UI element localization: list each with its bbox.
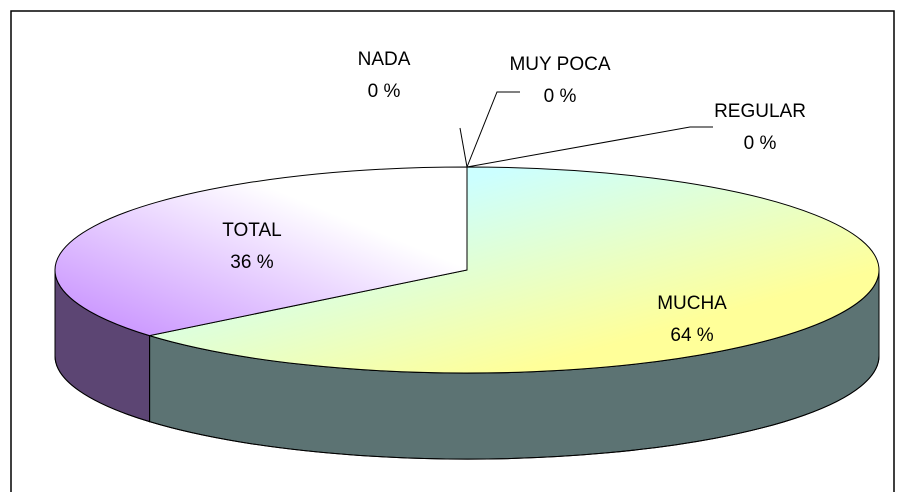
leader-line bbox=[466, 126, 713, 168]
value-label: 64 % bbox=[670, 325, 713, 346]
category-label: MUCHA bbox=[657, 293, 727, 314]
value-label: 0 % bbox=[744, 133, 777, 154]
leader-line bbox=[459, 127, 468, 168]
pie-slice bbox=[54, 166, 468, 337]
value-label: 36 % bbox=[230, 252, 273, 273]
leader-line bbox=[466, 91, 520, 168]
pie-slice bbox=[149, 166, 880, 374]
value-label: 0 % bbox=[368, 81, 401, 102]
category-label: NADA bbox=[358, 49, 411, 70]
value-label: 0 % bbox=[544, 86, 577, 107]
category-label: REGULAR bbox=[714, 101, 806, 122]
category-label: MUY POCA bbox=[509, 54, 610, 75]
category-label: TOTAL bbox=[222, 220, 281, 241]
